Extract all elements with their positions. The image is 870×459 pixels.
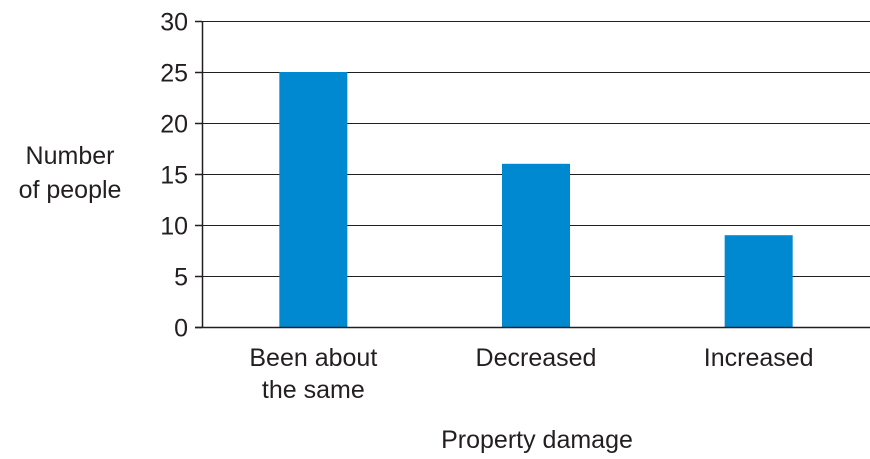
- bar-1: [502, 163, 570, 327]
- x-category-label-2: Increased: [704, 344, 814, 372]
- x-category-labels: Been about the same Decreased Increased: [249, 344, 813, 404]
- bar-0: [279, 72, 348, 327]
- bar-2: [724, 235, 793, 327]
- y-axis-title: Number of people: [19, 142, 122, 204]
- y-tick-label-15: 15: [160, 162, 188, 190]
- y-tick-label-0: 0: [174, 315, 188, 343]
- y-tick-label-30: 30: [160, 9, 188, 37]
- axes: [195, 20, 870, 329]
- y-tick-label-5: 5: [174, 264, 188, 292]
- y-tick-label-10: 10: [160, 213, 188, 241]
- y-tick-label-20: 20: [160, 111, 188, 139]
- y-tick-label-25: 25: [160, 60, 188, 88]
- y-tick-labels: 0 5 10 15 20 25 30: [160, 9, 188, 343]
- x-category-label-0: Been about the same: [249, 344, 377, 404]
- x-axis-title: Property damage: [441, 426, 633, 454]
- bars: [279, 72, 793, 327]
- x-category-label-1: Decreased: [476, 344, 597, 372]
